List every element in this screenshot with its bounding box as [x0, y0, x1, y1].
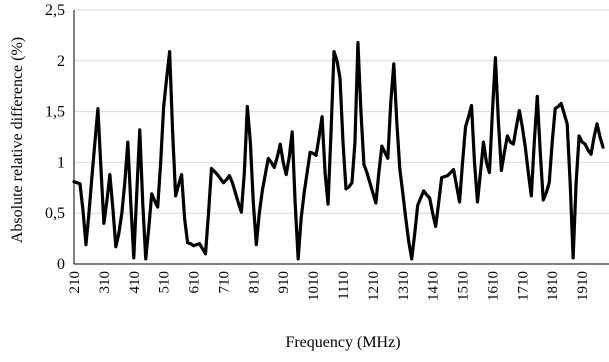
x-tick-label: 610 [187, 271, 203, 294]
y-tick-label: 1,5 [45, 104, 65, 121]
x-tick-label: 1110 [336, 271, 352, 300]
x-tick-label: 1510 [456, 271, 472, 301]
y-tick-label: 2,5 [45, 2, 65, 19]
y-axis-label: Absolute relative difference (%) [9, 37, 26, 243]
x-tick-label: 1710 [515, 271, 531, 301]
x-tick-label: 1410 [426, 271, 442, 301]
y-tick-label: 0,5 [45, 205, 65, 222]
series-layer [72, 40, 605, 261]
x-tick-label: 1810 [545, 271, 561, 301]
x-tick-label: 710 [216, 271, 232, 294]
y-tick-label: 1 [57, 154, 65, 171]
y-tick-label: 0 [57, 256, 65, 273]
x-tick-label: 1610 [485, 271, 501, 301]
x-tick-label: 410 [127, 271, 143, 294]
x-tick-label: 910 [276, 271, 292, 294]
series-line [72, 40, 605, 261]
x-tick-label: 510 [157, 271, 173, 294]
x-axis-label: Frequency (MHz) [285, 334, 400, 351]
axes [73, 10, 609, 265]
x-tick-label: 810 [246, 271, 262, 294]
x-tick-label: 1910 [575, 271, 591, 301]
x-tick-labels: 210 310 410 510 610 710 810 910 1010 1110 1210 1310… [67, 271, 591, 301]
x-tick-label: 1010 [306, 271, 322, 301]
x-tick-label: 1210 [366, 271, 382, 301]
y-tick-labels: 0 0,5 1 1,5 2 2,5 [45, 2, 65, 273]
x-tick-label: 1310 [396, 271, 412, 301]
x-tick-label: 310 [97, 271, 113, 294]
x-tick-label: 210 [67, 271, 83, 294]
y-tick-label: 2 [57, 53, 65, 70]
